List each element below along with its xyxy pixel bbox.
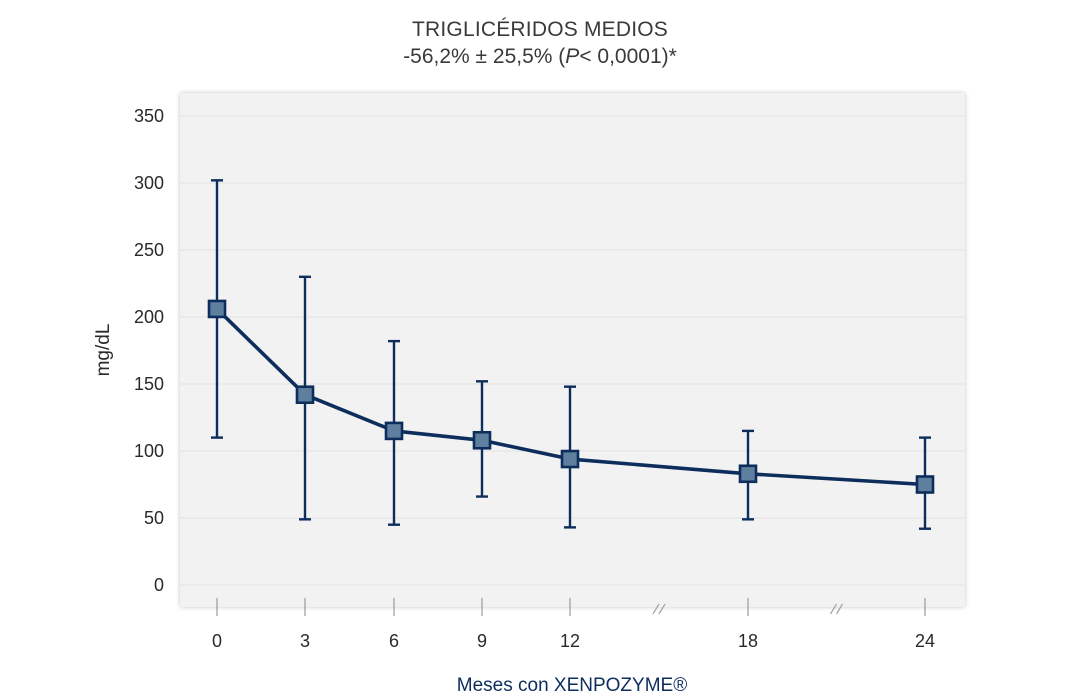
x-tick-label: 12	[560, 631, 580, 651]
chart-title: TRIGLICÉRIDOS MEDIOS	[411, 18, 669, 41]
subtitle-pvalue: < 0,0001)*	[579, 45, 677, 68]
x-ticks: 0 3 6 9 12 18 24	[212, 598, 935, 651]
x-tick-label: 0	[212, 631, 222, 651]
y-axis-label: mg/dL	[93, 324, 114, 377]
data-point-marker	[560, 449, 580, 469]
gridlines	[180, 115, 965, 586]
y-tick-label: 300	[134, 173, 164, 193]
axis-break-mark	[652, 603, 666, 615]
axis-break-mark	[829, 603, 844, 615]
x-tick-label: 3	[300, 631, 310, 651]
x-tick-label: 6	[389, 631, 399, 651]
data-point-marker	[207, 299, 227, 319]
x-tick-label: 24	[915, 631, 935, 651]
y-tick-label: 150	[134, 374, 164, 394]
subtitle-stat: -56,2% ± 25,5% (	[403, 45, 566, 68]
data-point-marker	[915, 475, 935, 494]
plot-area	[180, 93, 965, 607]
series-layer	[207, 179, 935, 530]
data-point-marker	[384, 421, 404, 441]
y-tick-label: 200	[134, 307, 164, 327]
y-tick-label: 250	[134, 240, 164, 260]
subtitle-p: P	[565, 45, 580, 68]
y-tick-label: 0	[154, 575, 164, 595]
x-tick-label: 18	[738, 631, 758, 651]
y-tick-label: 350	[134, 106, 164, 126]
x-tick-label: 9	[477, 631, 487, 651]
data-point-marker	[472, 430, 492, 450]
x-axis-label: Meses con XENPOZYME®	[457, 675, 687, 696]
y-tick-labels: 0 50 100 150 200 250 300 350	[134, 106, 164, 595]
data-point-marker	[738, 464, 758, 484]
chart-subtitle: -56,2% ± 25,5% (P< 0,0001)*	[0, 45, 1080, 69]
data-point-marker	[295, 385, 315, 405]
y-tick-label: 100	[134, 441, 164, 461]
y-tick-label: 50	[144, 508, 164, 528]
